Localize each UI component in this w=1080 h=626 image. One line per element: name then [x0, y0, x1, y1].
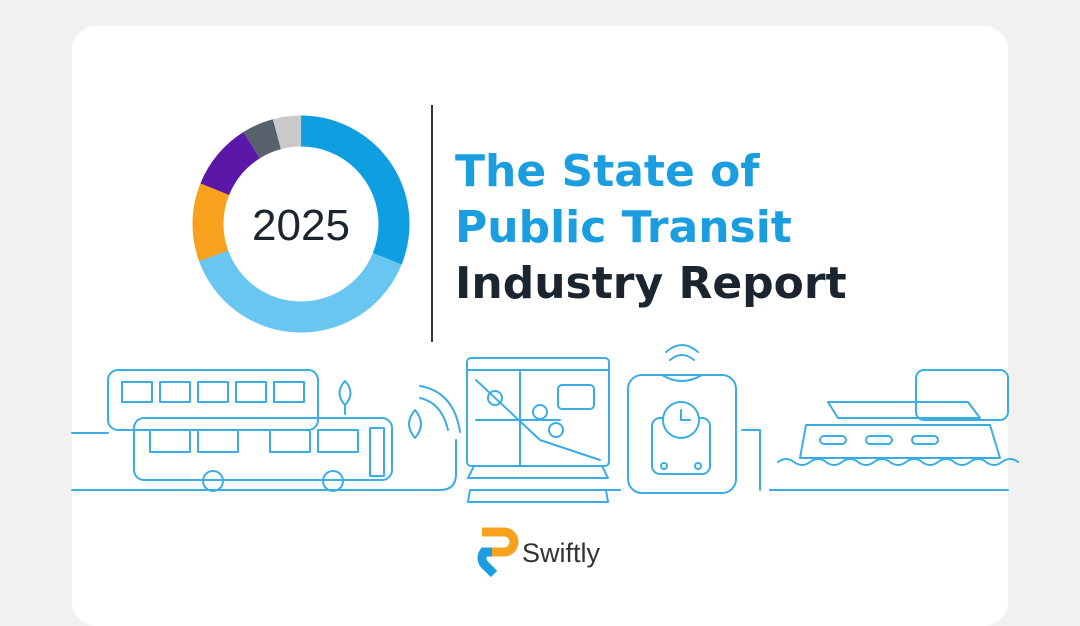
donut-segment — [192, 115, 410, 333]
cover-art: 2025 The State of Public Transit Industr… — [71, 105, 1019, 578]
donut — [192, 115, 410, 333]
year: 2025 — [252, 201, 350, 250]
title-line: Industry Report — [455, 258, 847, 309]
transit-illustration — [71, 344, 1019, 503]
brand-name: Swiftly — [522, 538, 601, 568]
donut-segment — [192, 115, 410, 333]
brand-logo — [477, 527, 519, 578]
card — [72, 26, 1008, 626]
title-line: The State of — [455, 146, 760, 197]
title-line: Public Transit — [455, 202, 792, 253]
page: {"cover": {"year": "2025", "title_line1"… — [71, 26, 1019, 626]
donut-segment — [192, 115, 410, 333]
donut-segment — [192, 115, 410, 333]
donut-segment — [192, 115, 410, 333]
donut-segment — [192, 115, 410, 333]
